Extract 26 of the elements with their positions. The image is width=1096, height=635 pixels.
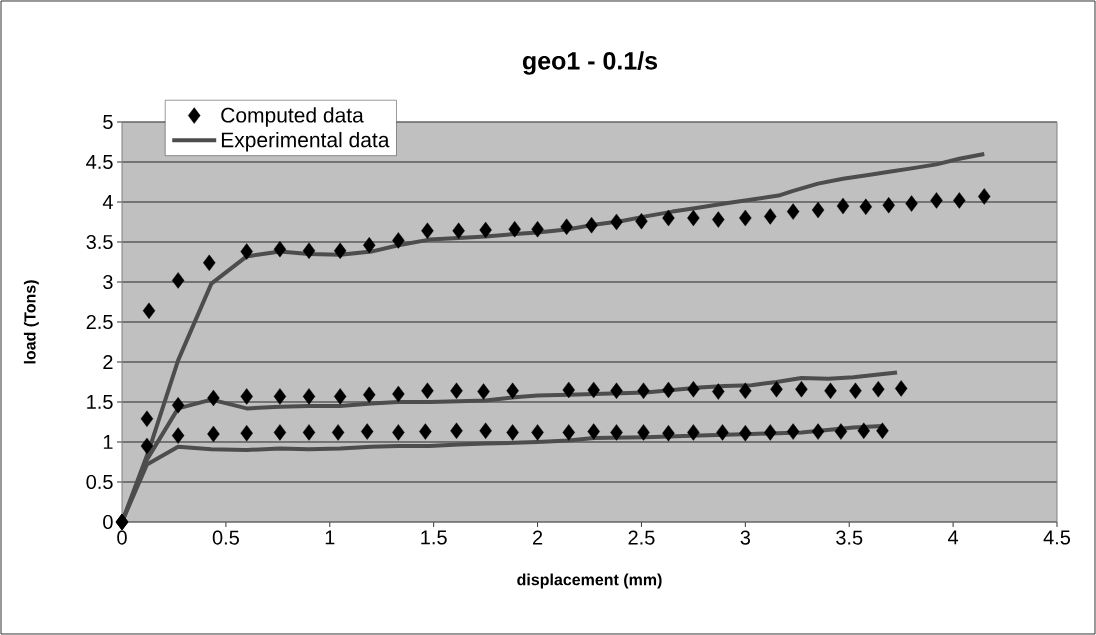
x-tick-label: 0.5 [212,530,239,545]
y-axis-title: load (Tons) [23,280,39,364]
y-tick-label: 0.5 [86,474,113,490]
x-axis-title: displacement (mm) [517,573,662,589]
x-tick-label: 1.5 [421,530,447,545]
y-tick-label: 3 [103,274,113,290]
y-tick-label: 4 [102,195,113,209]
x-tick-label: 1 [325,530,335,545]
legend-label: Experimental data [221,131,390,152]
chart-title: geo1 - 0.1/s [522,51,658,75]
x-tick-label: 4.5 [1043,530,1071,545]
y-tick-label: 2.5 [86,314,113,330]
x-tick-label: 4 [948,530,959,545]
x-tick-label: 3.5 [836,530,863,545]
y-tick-label: 1.5 [87,395,113,409]
y-tick-label: 4.5 [86,155,113,169]
y-tick-label: 1 [103,435,113,449]
x-tick-label: 2 [533,530,543,545]
y-tick-label: 2 [103,355,113,369]
y-tick-label: 5 [103,115,113,129]
legend-label: Computed data [221,107,364,127]
y-tick-label: 3.5 [86,234,113,250]
x-tick-label: 3 [740,530,751,545]
y-tick-label: 0 [103,514,113,530]
x-tick-label: 2.5 [628,530,655,545]
x-tick-label: 0 [117,530,127,545]
